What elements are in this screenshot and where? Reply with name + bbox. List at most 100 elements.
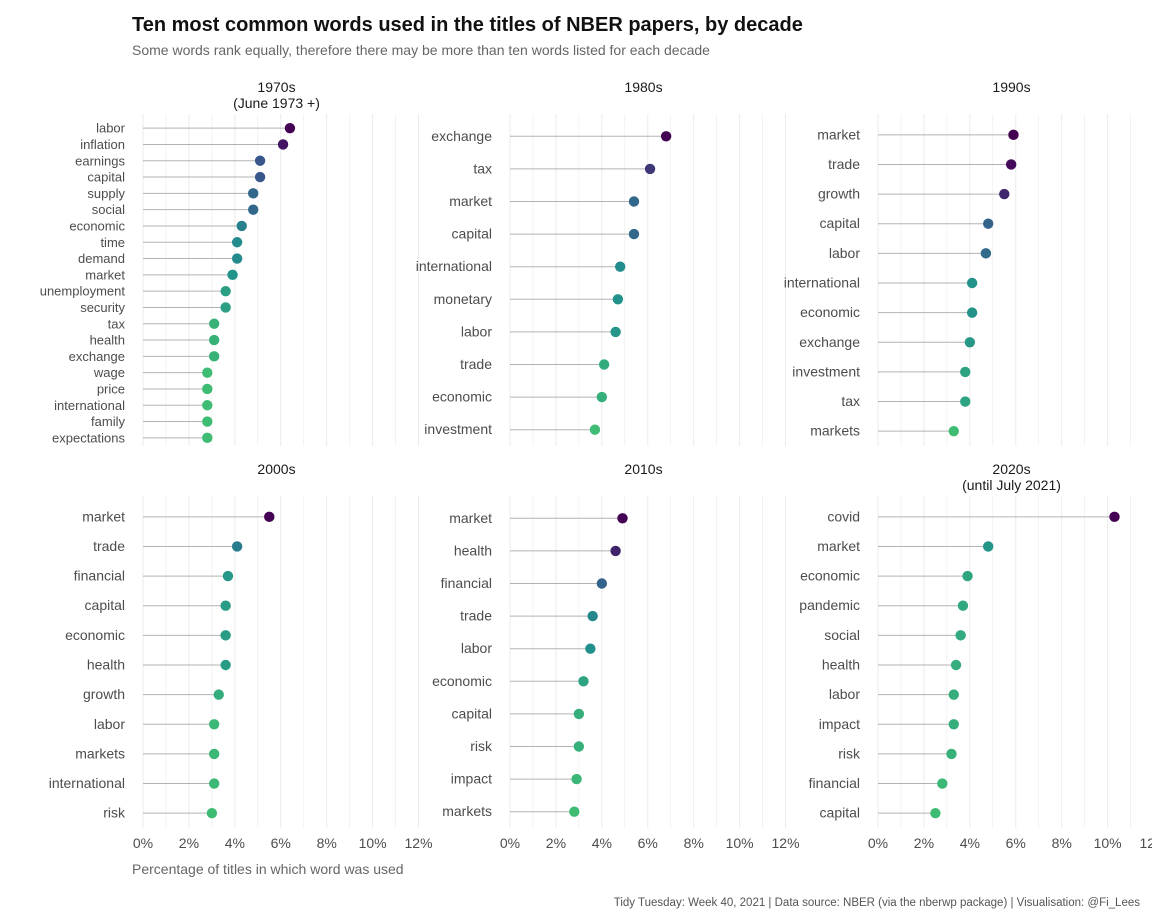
point xyxy=(930,807,941,819)
point xyxy=(220,285,231,297)
word-label: expectations xyxy=(52,430,125,445)
x-tick-label: 8% xyxy=(684,835,704,851)
point xyxy=(277,139,289,150)
x-tick-label: 8% xyxy=(317,835,337,851)
point xyxy=(220,600,231,611)
word-label: capital xyxy=(87,170,125,185)
word-label: trade xyxy=(93,538,125,554)
word-label: risk xyxy=(470,738,493,754)
word-label: markets xyxy=(442,803,492,819)
point xyxy=(254,155,266,166)
panel-2020s: 2020s(until July 2021) covid market economi… xyxy=(799,461,1152,851)
point xyxy=(248,188,259,199)
point xyxy=(227,269,238,281)
point xyxy=(596,391,608,403)
point xyxy=(569,806,580,817)
x-tick-label: 6% xyxy=(1006,835,1026,851)
word-label: market xyxy=(817,126,860,142)
point xyxy=(610,326,621,338)
caption: Tidy Tuesday: Week 40, 2021 | Data sourc… xyxy=(613,897,1140,909)
word-label: demand xyxy=(78,251,125,266)
point xyxy=(208,719,220,730)
point xyxy=(220,630,231,641)
point xyxy=(220,659,231,671)
point xyxy=(937,778,948,789)
point xyxy=(950,659,962,671)
word-label: supply xyxy=(87,186,125,201)
point xyxy=(578,676,589,687)
word-label: trade xyxy=(460,608,492,624)
point xyxy=(955,630,966,641)
word-label: wage xyxy=(93,365,125,380)
word-label: impact xyxy=(451,771,492,787)
word-label: market xyxy=(82,508,125,524)
point xyxy=(202,383,213,395)
point xyxy=(948,719,959,730)
word-label: market xyxy=(449,193,492,209)
x-tick-label: 8% xyxy=(1052,835,1072,851)
word-label: capital xyxy=(85,597,125,613)
panel-2010s: 2010s market health financial trade labor econ… xyxy=(432,461,799,851)
point xyxy=(1109,511,1120,523)
x-tick-label: 2% xyxy=(179,835,199,851)
word-label: social xyxy=(92,202,125,217)
word-label: financial xyxy=(809,775,860,791)
panel-subtitle: (until July 2021) xyxy=(962,477,1061,493)
chart-subtitle: Some words rank equally, therefore there… xyxy=(132,42,710,58)
point xyxy=(208,351,220,362)
word-label: labor xyxy=(461,640,492,656)
x-tick-label: 10% xyxy=(726,835,754,851)
word-label: economic xyxy=(432,673,492,689)
panel-title: 2000s xyxy=(257,461,295,477)
word-label: markets xyxy=(810,423,860,439)
word-label: financial xyxy=(441,575,492,591)
point xyxy=(220,302,231,313)
point xyxy=(957,600,969,611)
word-label: investment xyxy=(792,363,860,379)
point xyxy=(202,367,213,378)
word-label: labor xyxy=(96,121,126,136)
chart-title: Ten most common words used in the titles… xyxy=(132,14,803,36)
point xyxy=(983,218,994,229)
word-label: labor xyxy=(461,323,492,339)
panel-title: 2020s xyxy=(992,461,1030,477)
word-label: financial xyxy=(74,568,125,584)
point xyxy=(213,689,224,700)
x-tick-label: 2% xyxy=(546,835,566,851)
word-label: impact xyxy=(819,716,860,732)
word-label: growth xyxy=(83,686,125,702)
x-tick-label: 4% xyxy=(960,835,980,851)
point xyxy=(615,261,626,272)
point xyxy=(596,578,608,589)
x-tick-label: 10% xyxy=(1094,835,1122,851)
point xyxy=(254,171,266,183)
panel-title: 2010s xyxy=(624,461,662,477)
x-axis-label: Percentage of titles in which word was u… xyxy=(132,861,404,877)
x-tick-label: 12% xyxy=(1140,835,1152,851)
word-label: market xyxy=(817,538,860,554)
panel-subtitle: (June 1973 +) xyxy=(233,95,320,111)
point xyxy=(231,237,243,248)
word-label: exchange xyxy=(69,349,125,364)
point xyxy=(628,196,640,207)
word-label: family xyxy=(91,414,125,429)
point xyxy=(1008,129,1019,141)
panel-1970s: 1970s(June 1973 +) laborinflationearnings… xyxy=(40,79,420,446)
point xyxy=(573,741,585,752)
word-label: economic xyxy=(65,627,125,643)
point xyxy=(628,228,640,240)
point xyxy=(208,318,220,329)
point xyxy=(248,204,259,215)
word-label: capital xyxy=(820,215,860,231)
point xyxy=(208,778,220,789)
point xyxy=(980,248,992,259)
point xyxy=(202,400,213,411)
word-label: health xyxy=(822,657,860,673)
x-tick-label: 0% xyxy=(133,835,153,851)
panel-1990s: 1990s market trade growth capital labor intern… xyxy=(784,79,1131,446)
word-label: investment xyxy=(424,421,492,437)
word-label: market xyxy=(85,267,125,282)
word-label: unemployment xyxy=(40,284,126,299)
word-label: exchange xyxy=(799,334,860,350)
